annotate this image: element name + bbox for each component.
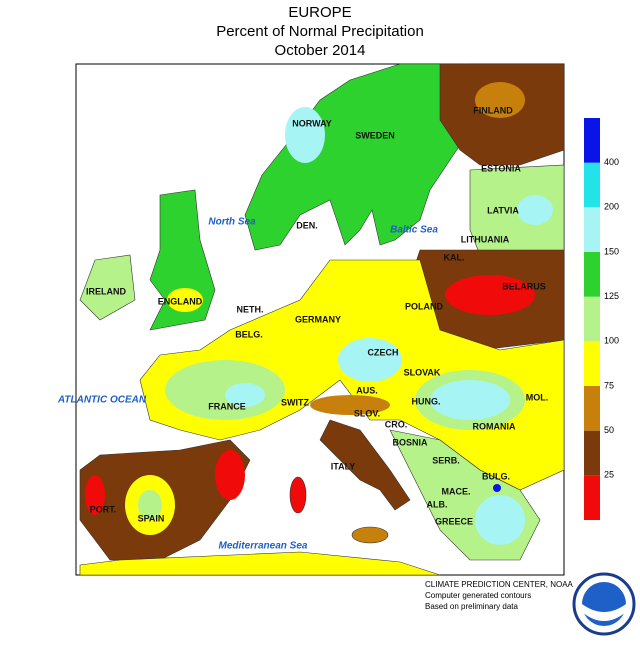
sea-label: ATLANTIC OCEAN [57,395,147,406]
country-label: BULG. [482,471,510,481]
country-label: HUNG. [412,396,441,406]
sea-label: Baltic Sea [390,225,438,236]
country-label: SWITZ [281,397,309,407]
legend-tick-label: 75 [604,380,614,390]
wet-area [285,107,325,163]
country-label: MACE. [442,486,471,496]
title-line: October 2014 [275,42,366,59]
sardinia [289,476,307,514]
area [475,82,525,118]
country-label: DEN. [296,220,318,230]
dry-area [85,475,105,515]
country-label: KAL. [444,252,465,262]
legend-swatch [584,207,600,252]
country-label: SLOV. [354,408,380,418]
footer-line: CLIMATE PREDICTION CENTER, NOAA [425,580,574,589]
country-label: FRANCE [208,401,246,411]
title-line: Percent of Normal Precipitation [216,23,424,40]
country-label: ALB. [427,499,448,509]
dry-area [445,275,535,315]
legend-swatch [584,296,600,342]
country-label: ITALY [331,461,356,471]
title-line: EUROPE [288,4,351,21]
area [167,288,203,312]
wet-spot [493,484,501,492]
noaa-logo [572,572,636,636]
legend-tick-label: 200 [604,202,619,212]
wet-area [338,338,402,382]
area [310,395,390,415]
country-label: FINLAND [473,105,513,115]
footer-line: Based on preliminary data [425,602,518,611]
wet-area [475,495,525,545]
map: NORWAY SWEDEN FINLAND ESTONIA LATVIA LITHUANI… [57,63,565,576]
legend-tick-label: 150 [604,246,619,256]
sea-label: Mediterranean Sea [219,541,308,552]
country-label: SWEDEN [355,130,395,140]
sicily [351,526,389,544]
footer-line: Computer generated contours [425,591,531,600]
legend-swatch [584,162,600,208]
country-label: SPAIN [138,513,165,523]
legend: 25 50 75 100 125 150 200 400 [584,118,619,520]
country-label: IRELAND [86,286,126,296]
legend-swatch [584,430,600,476]
legend-tick-label: 125 [604,291,619,301]
country-label: BELG. [235,329,263,339]
country-label: CRO. [385,419,408,429]
legend-tick-label: 25 [604,470,614,480]
country-label: MOL. [526,392,549,402]
country-label: ENGLAND [158,296,203,306]
country-label: NORWAY [292,118,332,128]
country-label: GREECE [435,516,473,526]
country-label: CZECH [368,347,399,357]
area [138,490,162,520]
sea-label: North Sea [208,217,256,228]
country-label: SLOVAK [404,367,441,377]
legend-swatch [584,118,600,163]
country-label: BELARUS [502,281,546,291]
ireland [79,254,136,321]
country-label: AUS. [356,385,378,395]
wet-area [225,383,265,407]
country-label: GERMANY [295,314,341,324]
country-label: ROMANIA [473,421,516,431]
legend-tick-label: 100 [604,336,619,346]
north-africa [79,551,441,576]
legend-tick-label: 50 [604,425,614,435]
country-label: PORT. [90,504,117,514]
country-label: LITHUANIA [461,234,510,244]
dry-area [215,450,245,500]
country-label: POLAND [405,301,444,311]
country-label: LATVIA [487,205,519,215]
country-label: BOSNIA [392,437,428,447]
legend-swatch [584,386,600,431]
wet-area [517,195,553,225]
country-label: ESTONIA [481,163,521,173]
legend-swatch [584,475,600,520]
country-label: SERB. [432,455,460,465]
wet-area [430,380,510,420]
legend-swatch [584,252,600,297]
country-label: NETH. [237,304,264,314]
legend-swatch [584,341,600,386]
italy [319,419,411,511]
legend-tick-label: 400 [604,157,619,167]
